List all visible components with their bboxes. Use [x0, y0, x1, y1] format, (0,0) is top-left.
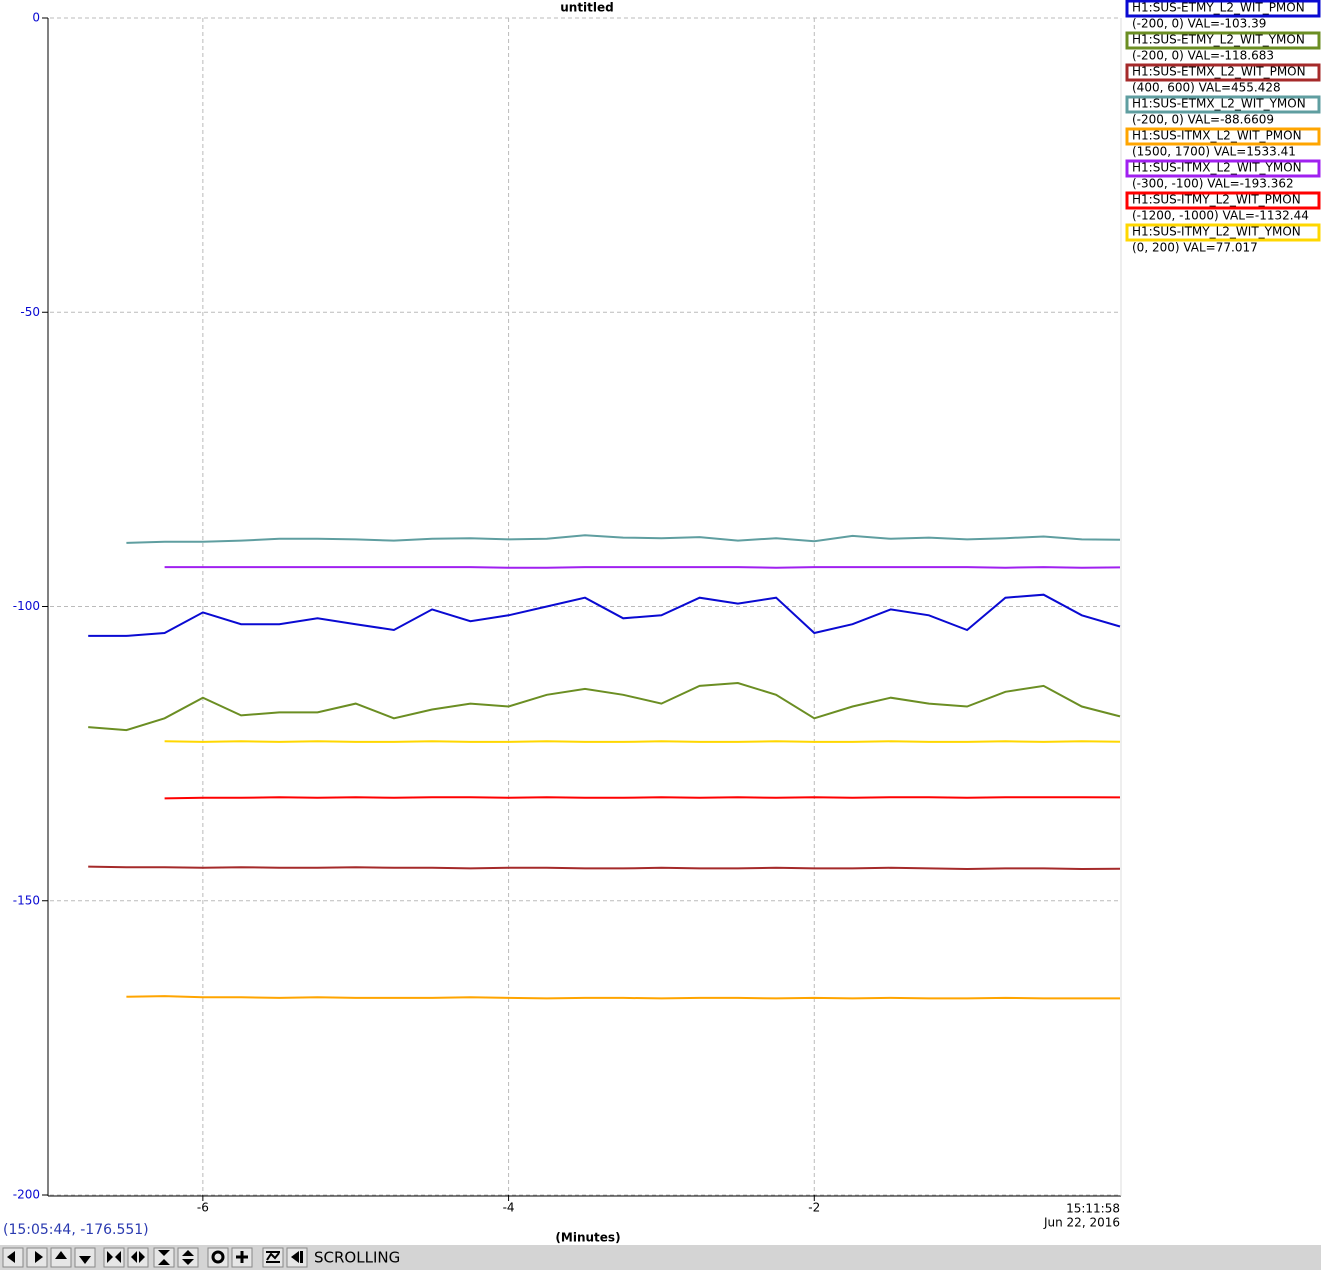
- icon: [300, 1251, 303, 1263]
- icon: [7, 1251, 15, 1263]
- toolbar-buttons: [2, 1247, 308, 1268]
- auto-scale-button[interactable]: [207, 1247, 229, 1268]
- legend-name: H1:SUS-ETMY_L2_WIT_YMON: [1132, 33, 1305, 47]
- series-line: [126, 995, 1120, 1000]
- legend-swatch: [1125, 127, 1321, 146]
- date-label: Jun 22, 2016: [1043, 1216, 1120, 1230]
- legend-info: (-200, 0) VAL=-118.683: [1132, 49, 1274, 63]
- legend-swatch: [1125, 95, 1321, 114]
- icon: [266, 1251, 280, 1263]
- legend-info: (1500, 1700) VAL=1533.41: [1132, 145, 1296, 159]
- x-tick-label: -2: [808, 1201, 820, 1215]
- icon: [158, 1259, 170, 1265]
- refresh-button[interactable]: [262, 1247, 284, 1268]
- zoom-out-x-button[interactable]: [127, 1247, 149, 1268]
- icon: [236, 1251, 248, 1263]
- series-line: [88, 593, 1121, 637]
- legend-name: H1:SUS-ITMY_L2_WIT_PMON: [1132, 193, 1301, 207]
- legend-swatch: [1125, 0, 1321, 18]
- legend-name: H1:SUS-ETMX_L2_WIT_PMON: [1132, 65, 1306, 79]
- icon: [131, 1251, 137, 1263]
- zoom-out-y-button[interactable]: [177, 1247, 199, 1268]
- legend-name: H1:SUS-ETMY_L2_WIT_PMON: [1132, 1, 1305, 15]
- legend-swatch: [1125, 191, 1321, 210]
- y-tick-label: -200: [13, 1188, 40, 1202]
- time-label: 15:11:58: [1066, 1202, 1120, 1216]
- x-tick-label: -4: [503, 1201, 515, 1215]
- mode-label: SCROLLING: [314, 1249, 400, 1267]
- y-tick-label: 0: [32, 11, 40, 25]
- icon: [182, 1250, 194, 1256]
- series-line: [164, 566, 1121, 569]
- legend-info: (-1200, -1000) VAL=-1132.44: [1132, 209, 1309, 223]
- plot-lines: [88, 534, 1121, 1000]
- legend-swatch: [1125, 159, 1321, 178]
- zoom-in-x-button[interactable]: [103, 1247, 125, 1268]
- icon: [107, 1251, 113, 1263]
- y-tick-label: -100: [13, 599, 40, 613]
- series-line: [164, 796, 1121, 800]
- legend-info: (400, 600) VAL=455.428: [1132, 81, 1281, 95]
- icon: [79, 1256, 91, 1264]
- legend-name: H1:SUS-ITMY_L2_WIT_YMON: [1132, 225, 1301, 239]
- icon: [35, 1251, 43, 1263]
- series-line: [88, 681, 1121, 732]
- legend-info: (0, 200) VAL=77.017: [1132, 241, 1258, 255]
- legend-info: (-200, 0) VAL=-103.39: [1132, 17, 1266, 31]
- series-line: [126, 534, 1121, 544]
- icon: [139, 1251, 145, 1263]
- legend-name: H1:SUS-ITMX_L2_WIT_YMON: [1132, 161, 1302, 175]
- legend-swatch: [1125, 63, 1321, 82]
- legend: H1:SUS-ETMY_L2_WIT_PMON (-200, 0) VAL=-10…: [1125, 0, 1321, 255]
- y-tick-label: -50: [20, 305, 40, 319]
- legend-swatch: [1125, 31, 1321, 50]
- x-tick-label: -6: [197, 1201, 209, 1215]
- legend-name: H1:SUS-ITMX_L2_WIT_PMON: [1132, 129, 1302, 143]
- series-line: [88, 865, 1121, 871]
- icon: [291, 1251, 299, 1263]
- legend-name: H1:SUS-ETMX_L2_WIT_YMON: [1132, 97, 1306, 111]
- x-axis-label: (Minutes): [555, 1231, 620, 1245]
- icon: [158, 1250, 170, 1256]
- legend-info: (-200, 0) VAL=-88.6609: [1132, 113, 1274, 127]
- icon: [115, 1251, 121, 1263]
- zoom-in-y-button[interactable]: [153, 1247, 175, 1268]
- legend-swatch: [1125, 223, 1321, 242]
- icon: [211, 1250, 225, 1264]
- series-line: [164, 740, 1121, 743]
- legend-info: (-300, -100) VAL=-193.362: [1132, 177, 1294, 191]
- chart-title: untitled: [560, 1, 614, 15]
- cursor-readout: (15:05:44, -176.551): [3, 1222, 149, 1238]
- y-tick-label: -150: [13, 893, 40, 907]
- icon: [55, 1251, 67, 1259]
- icon: [182, 1259, 194, 1265]
